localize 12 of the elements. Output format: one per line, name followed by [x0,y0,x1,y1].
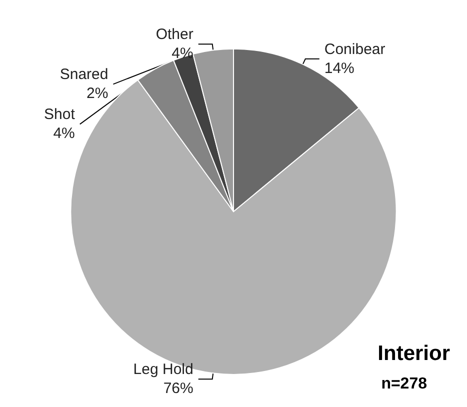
data-label: 2% [86,85,108,102]
slice-label: Snared [60,66,108,84]
data-label: 4% [53,125,75,142]
slice-label: Leg Hold [133,361,194,378]
data-label: 4% [172,45,194,62]
slice-label: Other [156,26,194,44]
text: Interior [378,342,450,365]
text: n=278 [381,376,428,392]
slice-label: Shot [44,106,76,124]
slice-label: Conibear [324,40,386,58]
data-label: 14% [324,60,354,77]
data-label: 76% [163,380,194,398]
